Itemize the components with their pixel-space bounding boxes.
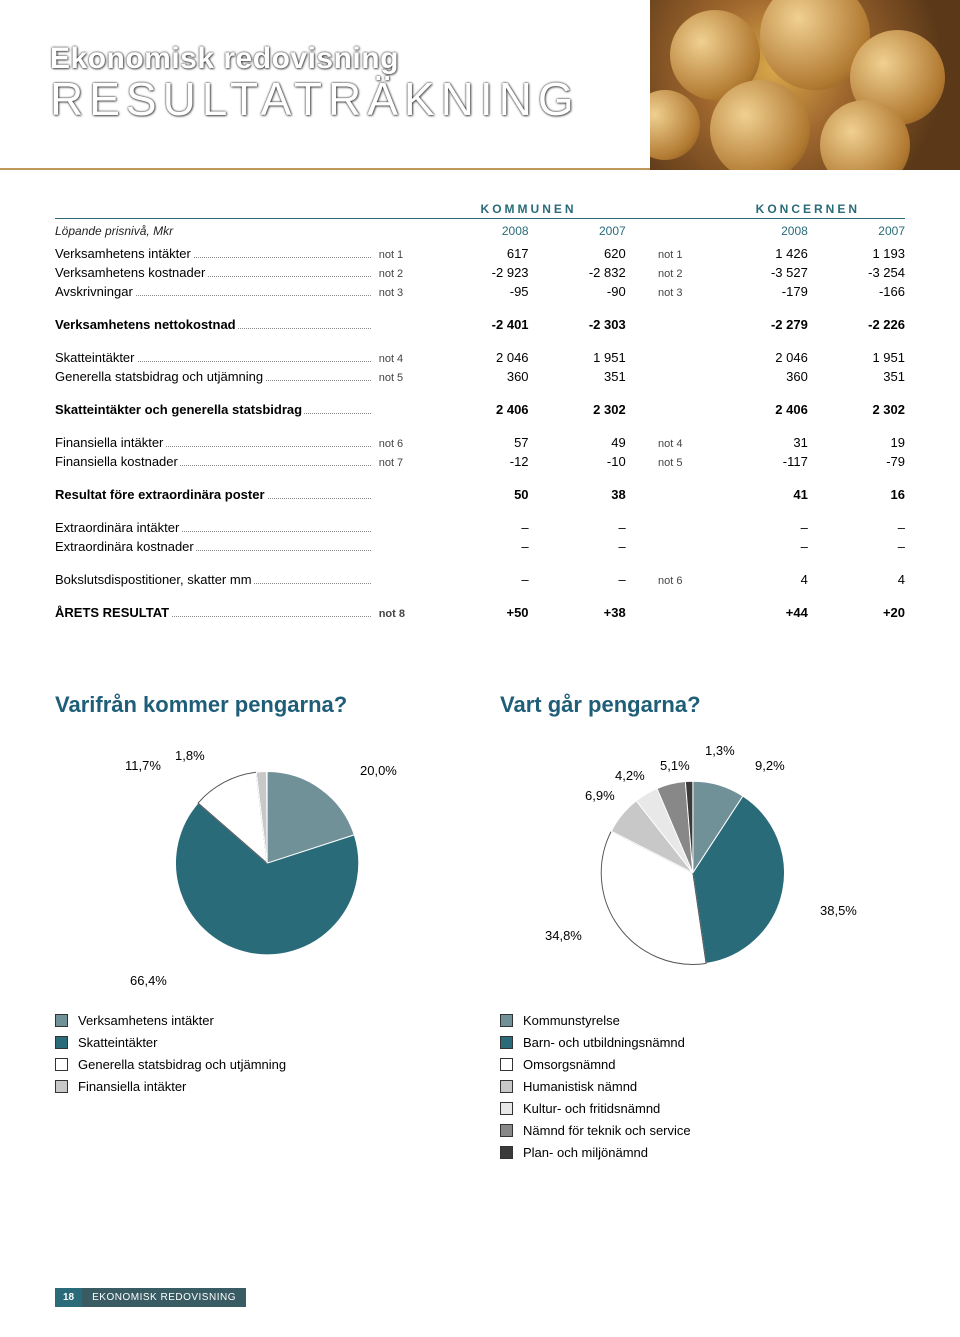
table-row: Bokslutsdispostitioner, skatter mm––not … (55, 570, 905, 589)
pie-label: 9,2% (755, 758, 785, 773)
legend-item: Verksamhetens intäkter (55, 1013, 460, 1028)
header-image-coins (650, 0, 960, 170)
chart2-title: Vart går pengarna? (500, 692, 905, 718)
table-row: Verksamhetens intäkternot 1617620not 11 … (55, 244, 905, 263)
chart2-pie: 1,3% 5,1% 9,2% 4,2%6,9% 34,8% 38,5% (500, 743, 905, 993)
legend-item: Generella statsbidrag och utjämning (55, 1057, 460, 1072)
table-row: Finansiella intäkternot 65749not 43119 (55, 433, 905, 452)
pie-label: 5,1% (660, 758, 690, 773)
header-line1: Ekonomisk redovisning (50, 42, 580, 76)
page-header: Ekonomisk redovisning RESULTATRÄKNING (0, 0, 960, 170)
chart1-pie: 11,7% 1,8% 20,0% 66,4% (55, 743, 460, 993)
legend-item: Finansiella intäkter (55, 1079, 460, 1094)
year-col: 2008 (431, 219, 528, 245)
pie-label: 4,2% (615, 768, 645, 783)
chart2-column: Vart går pengarna? 1,3% 5,1% 9,2% 4,2%6,9% 3… (500, 692, 905, 1167)
page-number: 18 (55, 1288, 82, 1307)
chart1-column: Varifrån kommer pengarna? 11,7% 1,8% 20,0%… (55, 692, 460, 1167)
subhead-label: Löpande prisnivå, Mkr (55, 219, 371, 245)
page-footer: 18 EKONOMISK REDOVISNING (0, 1287, 960, 1337)
header-line2: RESULTATRÄKNING (50, 72, 580, 126)
legend-item: Kultur- och fritidsnämnd (500, 1101, 905, 1116)
chart1-title: Varifrån kommer pengarna? (55, 692, 460, 718)
table-row: Avskrivningarnot 3-95-90not 3-179-166 (55, 282, 905, 301)
pie-label: 11,7% (125, 758, 161, 773)
table-row: Extraordinära kostnader–––– (55, 537, 905, 556)
legend-item: Kommunstyrelse (500, 1013, 905, 1028)
legend-item: Barn- och utbildningsnämnd (500, 1035, 905, 1050)
legend-item: Plan- och miljönämnd (500, 1145, 905, 1160)
year-col: 2007 (808, 219, 905, 245)
group2-header: KONCERNEN (711, 200, 905, 219)
group1-header: KOMMUNEN (431, 200, 625, 219)
table-row: Finansiella kostnadernot 7-12-10not 5-11… (55, 452, 905, 471)
legend-item: Skatteintäkter (55, 1035, 460, 1050)
table-row: Skatteintäkter och generella statsbidrag… (55, 400, 905, 419)
chart1-legend: Verksamhetens intäkter Skatteintäkter Gene… (55, 1013, 460, 1094)
table-row: ÅRETS RESULTATnot 8+50+38+44+20 (55, 603, 905, 622)
pie-label: 1,8% (175, 748, 205, 763)
year-col: 2008 (711, 219, 808, 245)
table-row: Resultat före extraordinära poster503841… (55, 485, 905, 504)
legend-item: Omsorgsnämnd (500, 1057, 905, 1072)
pie-label: 66,4% (130, 973, 167, 988)
pie-label: 6,9% (585, 788, 615, 803)
table-row: Generella statsbidrag och utjämningnot 5… (55, 367, 905, 386)
year-col: 2007 (529, 219, 626, 245)
footer-text: EKONOMISK REDOVISNING (82, 1288, 246, 1307)
table-row: Verksamhetens nettokostnad-2 401-2 303-2… (55, 315, 905, 334)
table-row: Skatteintäkternot 42 0461 9512 0461 951 (55, 348, 905, 367)
pie-label: 34,8% (545, 928, 582, 943)
table-row: Verksamhetens kostnadernot 2-2 923-2 832… (55, 263, 905, 282)
chart2-legend: Kommunstyrelse Barn- och utbildningsnämnd… (500, 1013, 905, 1160)
pie-label: 1,3% (705, 743, 735, 758)
income-statement-table: KOMMUNEN KONCERNEN Löpande prisnivå, Mkr… (55, 200, 905, 622)
table-row: Extraordinära intäkter–––– (55, 518, 905, 537)
legend-item: Nämnd för teknik och service (500, 1123, 905, 1138)
legend-item: Humanistisk nämnd (500, 1079, 905, 1094)
pie-label: 20,0% (360, 763, 397, 778)
pie-label: 38,5% (820, 903, 857, 918)
